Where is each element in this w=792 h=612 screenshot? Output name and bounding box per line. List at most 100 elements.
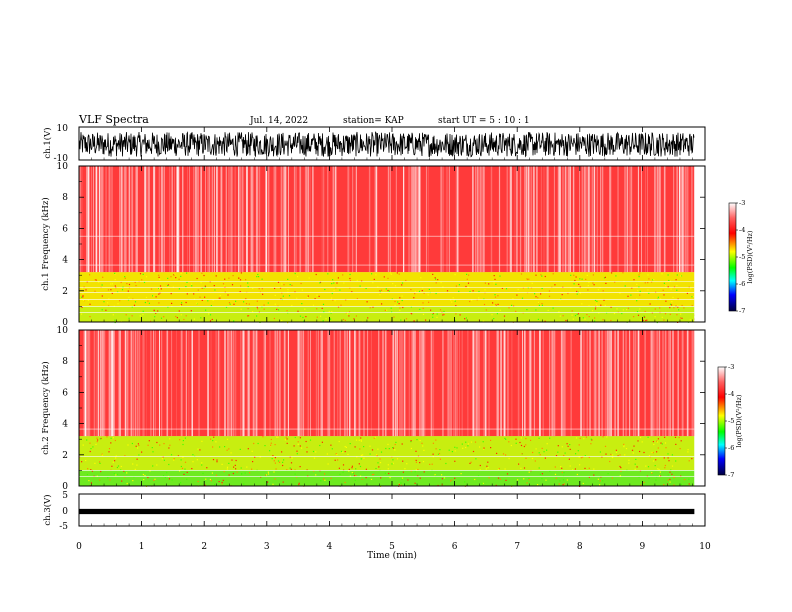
spectro-speckle (123, 470, 125, 472)
spectro-speckle (363, 457, 365, 459)
spectro-speckle (324, 479, 326, 481)
spectro-speckle (209, 314, 212, 316)
spectro-speckle (348, 468, 350, 470)
spectro-speckle (82, 300, 85, 302)
spectro-streak (387, 166, 390, 273)
spectro-speckle (538, 452, 540, 454)
spectro-speckle (232, 275, 234, 277)
x-tick-label: 1 (139, 542, 145, 552)
spectro-speckle (291, 457, 293, 459)
spectro-speckle (435, 282, 437, 284)
spectro-streak (161, 166, 163, 273)
x-tick-label: 5 (389, 542, 395, 552)
spectro-speckle (683, 307, 685, 309)
spectro-speckle (108, 298, 110, 300)
spectro-speckle (150, 320, 152, 322)
spectro-streak (104, 330, 106, 437)
spectro-speckle (493, 282, 495, 284)
spectro-speckle (401, 443, 403, 445)
spectro-speckle (432, 313, 434, 316)
spectro-streak (579, 166, 580, 273)
spectro-speckle (293, 445, 295, 447)
spectro-speckle (344, 446, 346, 448)
spectro-speckle (602, 290, 604, 292)
spectro-speckle (183, 318, 185, 321)
spectro-speckle (569, 465, 571, 467)
x-tick-label: 10 (699, 542, 711, 552)
spectro-streak (163, 166, 165, 273)
spectro-speckle (281, 283, 283, 285)
spectro-speckle (270, 438, 272, 441)
spectro-speckle (138, 454, 140, 456)
spectro-streak (562, 330, 564, 437)
spectro-streak (299, 330, 301, 437)
spectro-streak (595, 330, 597, 437)
spectro-streak (200, 166, 202, 273)
spectro-streak (681, 330, 683, 437)
spectro-speckle (528, 471, 530, 473)
spectro-speckle (660, 442, 662, 444)
x-tick-label: 4 (327, 542, 333, 552)
spectro-speckle (595, 306, 597, 308)
spectro-speckle (639, 308, 641, 310)
spectro-speckle (455, 305, 457, 307)
spectro-speckle (287, 289, 289, 291)
spectro-speckle (330, 318, 332, 320)
spectro-streak (606, 330, 607, 437)
spectro-streak (146, 330, 147, 437)
spectro-speckle (286, 310, 288, 312)
spectro-speckle (648, 477, 650, 480)
spectro-speckle (554, 284, 556, 286)
spectro-speckle (399, 297, 401, 299)
spectro-speckle (110, 442, 112, 444)
spectro-speckle (228, 462, 230, 464)
spectro-speckle (562, 315, 564, 317)
spectro-speckle (505, 438, 507, 440)
spectro-speckle (234, 464, 236, 466)
spectro-speckle (286, 438, 288, 440)
station-label: station= KAP (343, 116, 404, 126)
spectro-streak (79, 166, 81, 273)
spectro-streak (108, 166, 110, 273)
spectro-streak (536, 166, 538, 273)
spectro-speckle (199, 296, 201, 298)
spectro-speckle (398, 303, 400, 305)
spectro-streak (154, 330, 156, 437)
spectro-speckle (117, 465, 120, 467)
spectro-streak (403, 330, 406, 437)
spectro-speckle (360, 458, 362, 460)
spectro-speckle (656, 451, 658, 453)
spectro-speckle (349, 277, 351, 280)
spectro-streak (453, 330, 454, 437)
spectro-speckle (429, 463, 431, 465)
spectro-speckle (342, 464, 345, 466)
spectro-speckle (163, 459, 165, 461)
spectro-streak (641, 166, 642, 273)
spectro-streak (312, 166, 314, 273)
spectro-streak (552, 330, 554, 437)
spectro-speckle (119, 300, 121, 302)
spectro-speckle (135, 445, 137, 447)
spectro-speckle (143, 479, 145, 481)
spectro-speckle (644, 282, 646, 284)
spectro-speckle (170, 454, 173, 456)
spectro-streak (288, 166, 289, 273)
spectro-speckle (298, 483, 300, 486)
spectro-speckle (281, 451, 283, 453)
spectro-speckle (425, 319, 427, 321)
spectro-speckle (643, 316, 646, 318)
spectro-speckle (584, 455, 586, 457)
spectro-speckle (171, 479, 173, 481)
spectro-speckle (415, 461, 417, 463)
spectro-streak (395, 330, 397, 437)
spectro-speckle (231, 459, 233, 461)
spectro-speckle (485, 309, 487, 311)
spectro-speckle (638, 274, 640, 276)
spectro-speckle (298, 482, 300, 484)
spectro-speckle (519, 441, 521, 444)
spectro-streak (522, 330, 523, 437)
ch3-wave-ylabel: ch.3(V) (42, 494, 53, 525)
spectro-streak (266, 166, 268, 273)
spectro-speckle (657, 447, 659, 449)
spectro-speckle (89, 316, 91, 318)
